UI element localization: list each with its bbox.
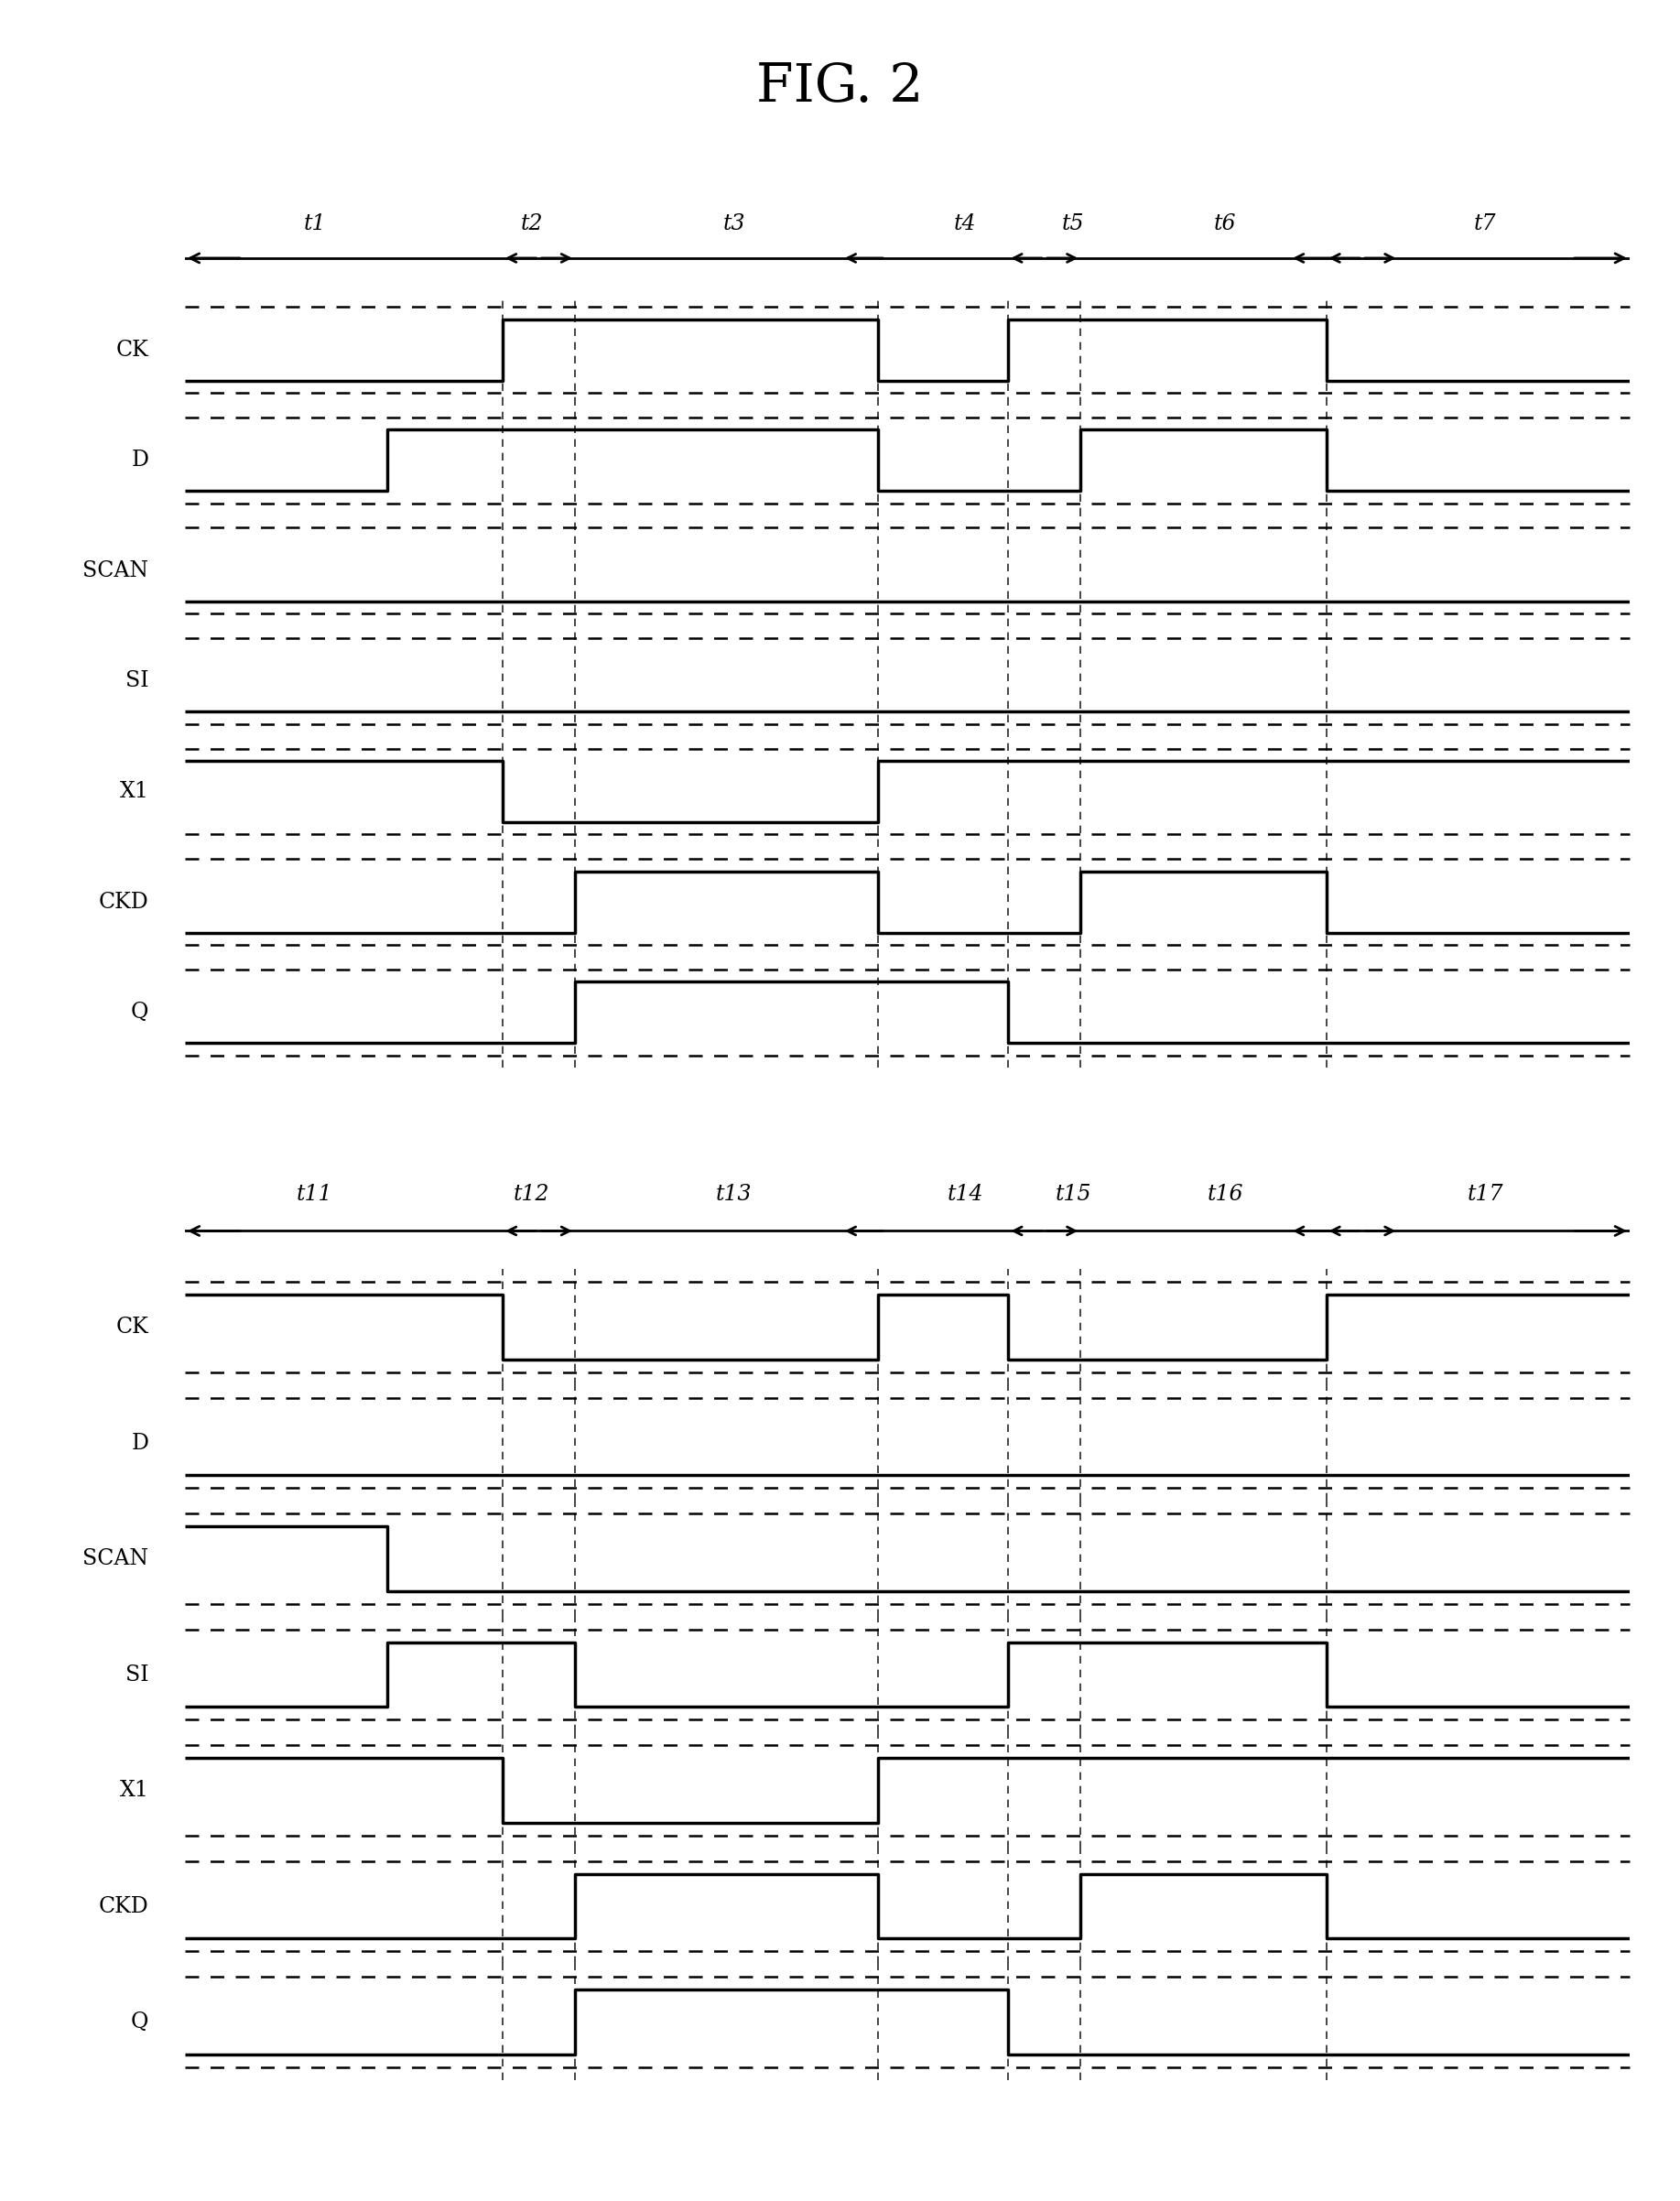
Text: t12: t12 — [514, 1184, 549, 1206]
Text: t3: t3 — [722, 213, 744, 236]
Text: t2: t2 — [521, 213, 543, 236]
Text: t16: t16 — [1206, 1184, 1243, 1206]
Text: t15: t15 — [1055, 1184, 1092, 1206]
Text: D: D — [131, 1433, 148, 1453]
Text: D: D — [131, 449, 148, 471]
Text: X1: X1 — [119, 1781, 148, 1800]
Text: t11: t11 — [297, 1184, 333, 1206]
Text: t7: t7 — [1473, 213, 1497, 236]
Text: t17: t17 — [1467, 1184, 1504, 1206]
Text: SCAN: SCAN — [82, 559, 148, 581]
Text: SCAN: SCAN — [82, 1547, 148, 1569]
Text: t14: t14 — [948, 1184, 983, 1206]
Text: t13: t13 — [716, 1184, 753, 1206]
Text: Q: Q — [131, 1001, 148, 1023]
Text: CK: CK — [116, 339, 148, 361]
Text: t4: t4 — [954, 213, 976, 236]
Text: X1: X1 — [119, 781, 148, 801]
Text: t5: t5 — [1062, 213, 1085, 236]
Text: t1: t1 — [304, 213, 326, 236]
Text: FIG. 2: FIG. 2 — [756, 62, 924, 112]
Text: CKD: CKD — [99, 891, 148, 913]
Text: SI: SI — [126, 671, 148, 691]
Text: CK: CK — [116, 1316, 148, 1338]
Text: SI: SI — [126, 1664, 148, 1686]
Text: Q: Q — [131, 2012, 148, 2032]
Text: t6: t6 — [1215, 213, 1236, 236]
Text: CKD: CKD — [99, 1895, 148, 1917]
